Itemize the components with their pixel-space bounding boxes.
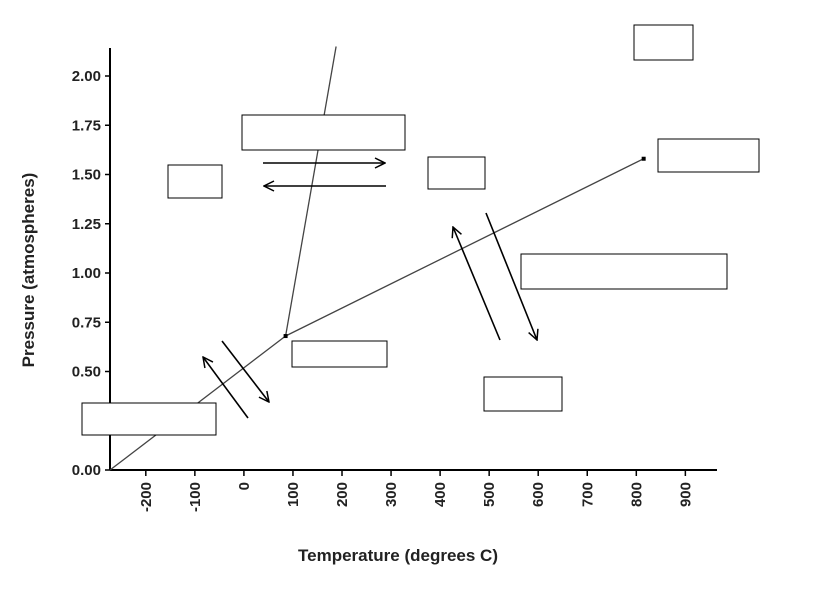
axes bbox=[109, 48, 717, 471]
x-tick-label: 400 bbox=[432, 482, 449, 507]
deposition-arrow bbox=[203, 357, 249, 419]
y-tick-label: 1.00 bbox=[72, 265, 101, 282]
phase-change-arrows bbox=[203, 163, 537, 419]
y-tick-label: 2.00 bbox=[72, 68, 101, 85]
blank-box-vapor-label bbox=[483, 376, 563, 412]
x-tick-label: 0 bbox=[236, 482, 253, 490]
blank-box-critical-point-label bbox=[657, 138, 760, 173]
critical-point-marker bbox=[641, 156, 646, 161]
x-axis-ticks: -200 -100 0 100 200 300 400 500 600 700 800 900 bbox=[138, 470, 694, 512]
x-tick-label: 200 bbox=[334, 482, 351, 507]
sublimation-arrow bbox=[221, 340, 269, 402]
y-tick-label: 0.00 bbox=[72, 462, 101, 479]
y-axis-label: Pressure (atmospheres) bbox=[19, 173, 38, 368]
blank-box-liquid-label bbox=[427, 156, 486, 190]
y-tick-label: 0.75 bbox=[72, 314, 101, 331]
vaporization-arrow bbox=[485, 212, 537, 340]
blank-box-solid-liquid-label bbox=[241, 114, 406, 151]
blank-box-sublimation-label bbox=[81, 402, 217, 436]
y-tick-label: 1.50 bbox=[72, 167, 101, 184]
x-tick-label: -200 bbox=[138, 482, 155, 512]
x-axis-label: Temperature (degrees C) bbox=[298, 546, 498, 565]
y-axis-ticks: 0.000.0.500.751.001.251.501.752.00 bbox=[72, 68, 110, 479]
phase-points bbox=[283, 156, 646, 339]
blank-box-triple-point-label bbox=[291, 340, 388, 368]
x-tick-label: 800 bbox=[628, 482, 645, 507]
melting-curve bbox=[284, 46, 337, 337]
blank-box-solid-label bbox=[167, 164, 223, 199]
x-tick-label: 300 bbox=[383, 482, 400, 507]
x-tick-label: 900 bbox=[677, 482, 694, 507]
x-tick-label: 100 bbox=[285, 482, 302, 507]
blank-label-boxes bbox=[81, 24, 760, 436]
x-tick-label: 700 bbox=[579, 482, 596, 507]
triple-point-marker bbox=[283, 334, 288, 339]
blank-box-gas-label bbox=[520, 253, 728, 290]
y-tick-label: 1.75 bbox=[72, 117, 101, 134]
x-tick-label: -100 bbox=[187, 482, 204, 512]
y-tick-label: 0.50 bbox=[72, 364, 101, 381]
y-tick-label: 1.25 bbox=[72, 216, 101, 233]
x-tick-label: 600 bbox=[530, 482, 547, 507]
condensation-arrow bbox=[453, 227, 501, 341]
blank-box-critical-label bbox=[633, 24, 694, 61]
x-tick-label: 500 bbox=[481, 482, 498, 507]
vaporization-curve bbox=[285, 158, 644, 337]
